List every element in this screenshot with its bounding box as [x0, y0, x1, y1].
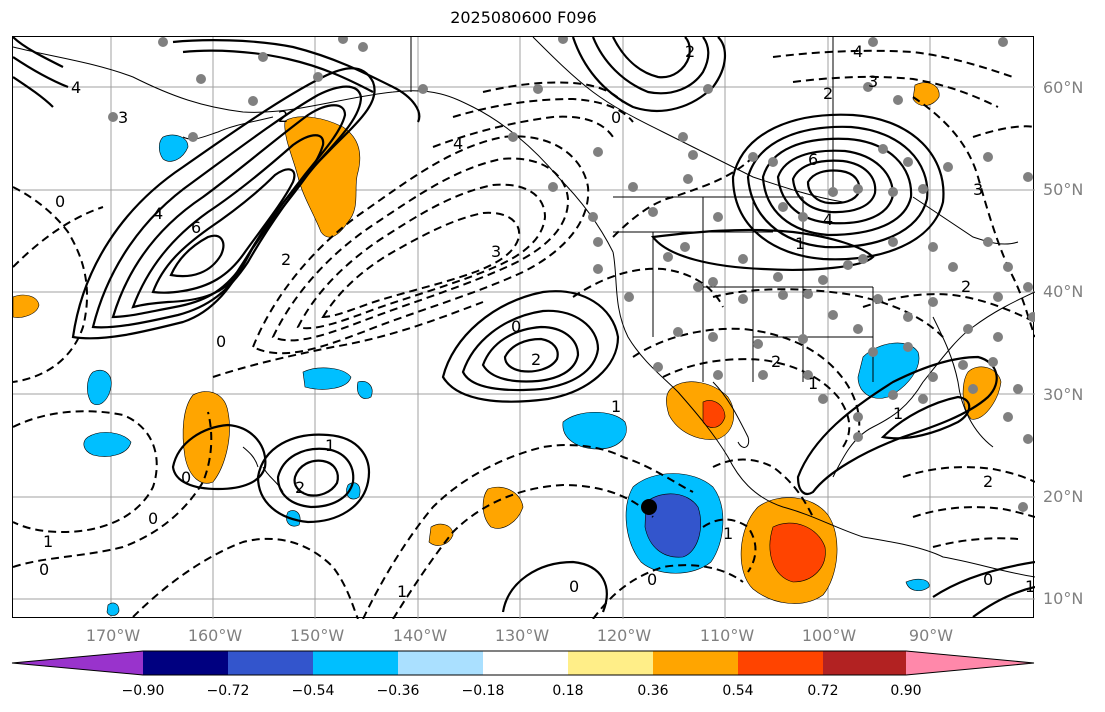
lon-label-90w: 90°W	[908, 626, 954, 645]
colorbar-extend-low	[12, 651, 143, 675]
svg-text:3: 3	[491, 242, 501, 261]
svg-text:1: 1	[795, 234, 805, 253]
svg-text:2: 2	[281, 250, 291, 269]
svg-text:1: 1	[43, 532, 53, 551]
colorbar-tick: 0.90	[890, 683, 922, 699]
colorbar-segment	[483, 651, 568, 675]
colorbar-tick: 0.72	[807, 683, 839, 699]
lat-label-30n: 30°N	[1043, 385, 1084, 404]
contour-labels: 4 3 6 4 2 0 2 4 0 3 0 2 1 0 2 1 0 0 4 3 …	[39, 42, 1035, 601]
svg-text:1: 1	[325, 436, 335, 455]
svg-text:0: 0	[569, 577, 579, 596]
dashed-contours	[13, 49, 1035, 619]
station-dots	[108, 37, 1035, 512]
lon-label-160w: 160°W	[187, 626, 243, 645]
colorbar-extend-high	[906, 651, 1034, 675]
svg-text:4: 4	[153, 204, 163, 223]
colorbar-tick: −0.18	[461, 683, 505, 699]
svg-text:2: 2	[685, 42, 695, 61]
lon-label-170w: 170°W	[85, 626, 141, 645]
svg-text:6: 6	[191, 218, 201, 237]
lat-label-50n: 50°N	[1043, 180, 1084, 199]
lon-label-130w: 130°W	[494, 626, 550, 645]
colorbar-tick: −0.90	[121, 683, 165, 699]
lon-label-110w: 110°W	[699, 626, 755, 645]
svg-text:2: 2	[295, 478, 305, 497]
svg-text:0: 0	[216, 332, 226, 351]
svg-text:6: 6	[808, 150, 818, 169]
lat-label-10n: 10°N	[1043, 589, 1084, 608]
colorbar-tick: 0.18	[552, 683, 584, 699]
lat-label-40n: 40°N	[1043, 282, 1084, 301]
map-panel: 4 3 6 4 2 0 2 4 0 3 0 2 1 0 2 1 0 0 4 3 …	[12, 36, 1035, 619]
svg-text:2: 2	[983, 472, 993, 491]
colorbar-outline	[11, 650, 1035, 676]
colorbar-tick: −0.72	[206, 683, 250, 699]
svg-text:2: 2	[278, 107, 288, 126]
svg-text:1: 1	[397, 582, 407, 601]
svg-text:4: 4	[823, 210, 833, 229]
colorbar-segment	[228, 651, 313, 675]
svg-text:0: 0	[611, 108, 621, 127]
colorbar-segment	[823, 651, 906, 675]
svg-text:1: 1	[893, 404, 903, 423]
svg-text:2: 2	[823, 84, 833, 103]
colorbar-segment	[313, 651, 398, 675]
coastlines	[13, 37, 1035, 578]
svg-text:2: 2	[961, 277, 971, 296]
svg-text:0: 0	[511, 317, 521, 336]
svg-text:3: 3	[973, 180, 983, 199]
anomaly-fills	[13, 82, 1002, 616]
colorbar-segment	[568, 651, 653, 675]
svg-text:3: 3	[118, 108, 128, 127]
colorbar-segment	[398, 651, 483, 675]
svg-text:0: 0	[181, 468, 191, 487]
svg-text:0: 0	[55, 192, 65, 211]
svg-text:1: 1	[611, 397, 621, 416]
colorbar-tick: 0.54	[722, 683, 754, 699]
svg-text:1: 1	[1025, 577, 1035, 596]
colorbar-graphic	[11, 650, 1035, 676]
solid-contours	[13, 37, 1035, 618]
colorbar-segment	[143, 651, 228, 675]
lon-label-140w: 140°W	[392, 626, 448, 645]
lon-label-100w: 100°W	[801, 626, 857, 645]
svg-text:4: 4	[453, 134, 463, 153]
graticule	[13, 37, 1035, 619]
colorbar-tick: 0.36	[637, 683, 669, 699]
colorbar	[10, 650, 1036, 676]
svg-text:1: 1	[808, 374, 818, 393]
colorbar-tick: −0.36	[376, 683, 420, 699]
map-title: 2025080600 F096	[450, 8, 597, 27]
colorbar-segment	[653, 651, 738, 675]
lon-label-150w: 150°W	[289, 626, 345, 645]
svg-text:1: 1	[723, 524, 733, 543]
lon-label-120w: 120°W	[596, 626, 652, 645]
svg-text:4: 4	[71, 78, 81, 97]
svg-text:0: 0	[148, 509, 158, 528]
svg-text:2: 2	[771, 352, 781, 371]
svg-text:4: 4	[853, 42, 863, 61]
lat-label-60n: 60°N	[1043, 78, 1084, 97]
svg-text:0: 0	[983, 570, 993, 589]
svg-text:3: 3	[868, 72, 878, 91]
map-canvas: 4 3 6 4 2 0 2 4 0 3 0 2 1 0 2 1 0 0 4 3 …	[13, 37, 1035, 619]
svg-text:2: 2	[531, 350, 541, 369]
target-marker	[641, 499, 657, 515]
svg-text:0: 0	[647, 570, 657, 589]
colorbar-tick: −0.54	[291, 683, 335, 699]
lat-label-20n: 20°N	[1043, 487, 1084, 506]
colorbar-segment	[738, 651, 823, 675]
svg-text:0: 0	[39, 560, 49, 579]
